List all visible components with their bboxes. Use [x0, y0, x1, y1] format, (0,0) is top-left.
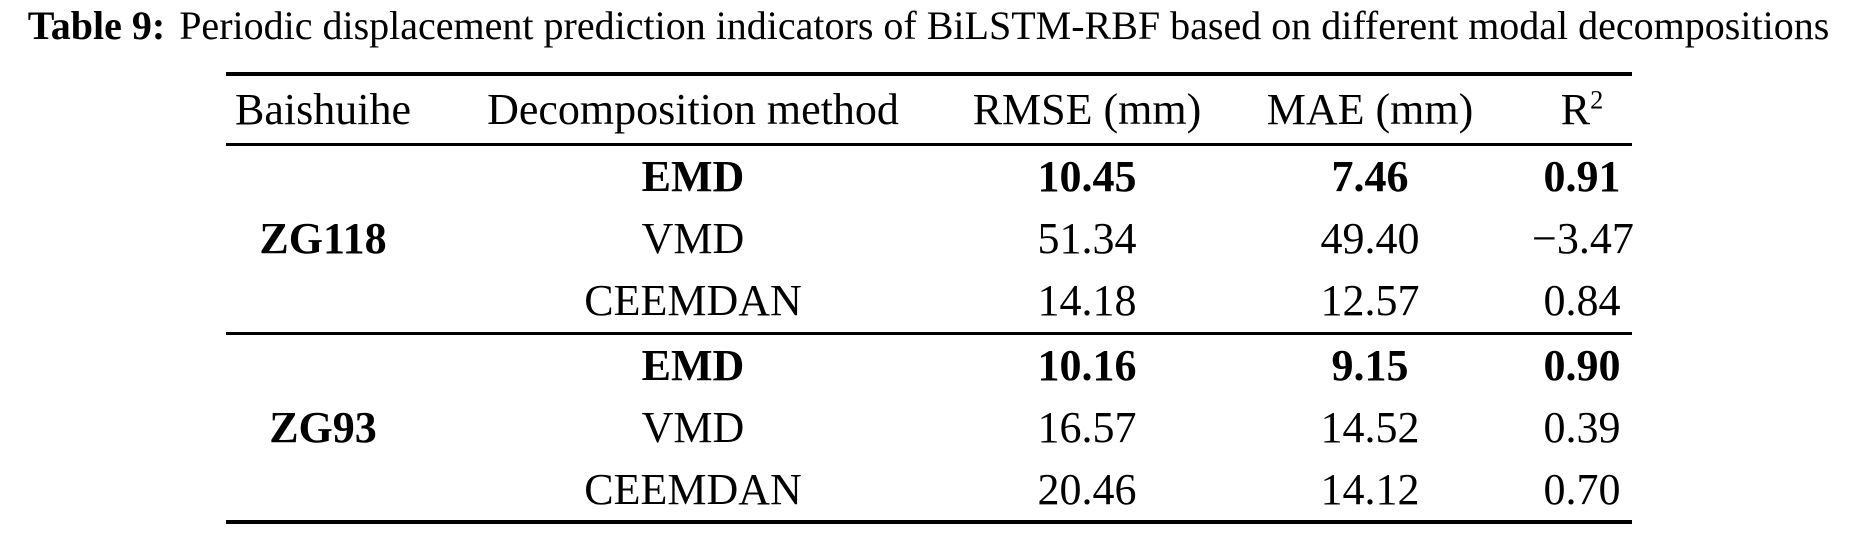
group-zg93: ZG93 EMD 10.16 9.15 0.90 VMD 16.57 14.52… [226, 331, 1632, 522]
table-row: ZG93 EMD 10.16 9.15 0.90 [226, 331, 1632, 522]
r2-base: R [1560, 84, 1591, 134]
header-row: Baishuihe Decomposition method RMSE (mm)… [226, 74, 1632, 146]
method-cell: EMD [641, 151, 745, 201]
method-cell: EMD [420, 331, 966, 396]
table-caption-label: Table 9: [27, 3, 166, 48]
site-cell: ZG93 [226, 331, 420, 522]
r2-cell: −3.47 [1532, 214, 1634, 263]
mae-cell: 12.57 [1320, 276, 1420, 326]
method-cell: CEEMDAN [584, 276, 802, 326]
table-row: CEEMDAN 14.18 12.57 0.84 [226, 270, 1632, 333]
r2-cell: 0.91 [1543, 151, 1621, 201]
method-cell: VMD [641, 403, 745, 452]
mae-cell: 9.15 [1208, 331, 1532, 396]
r2-cell: 0.90 [1532, 331, 1632, 396]
col-header-rmse: RMSE (mm) [966, 74, 1208, 146]
table-row: ZG118 EMD 10.45 7.46 0.91 [226, 144, 1632, 263]
site-cell: ZG118 [259, 214, 387, 263]
rmse-cell: 16.57 [1037, 403, 1137, 452]
mae-cell: 7.46 [1331, 151, 1409, 201]
table-caption-text: Periodic displacement prediction indicat… [179, 3, 1830, 48]
rmse-cell: 20.46 [1037, 465, 1137, 514]
rmse-cell: 10.16 [966, 331, 1208, 396]
group-zg118: ZG118 EMD 10.45 7.46 0.91 VMD 51.34 49.4… [226, 144, 1634, 333]
col-header-mae: MAE (mm) [1208, 74, 1532, 146]
table-row: VMD 16.57 14.52 0.39 [226, 396, 1632, 459]
table-row: VMD 51.34 49.40 −3.47 [226, 207, 1634, 270]
mae-cell: 14.12 [1320, 465, 1420, 514]
col-header-method: Decomposition method [420, 74, 966, 146]
method-cell: VMD [641, 214, 745, 263]
rmse-cell: 10.45 [1037, 151, 1137, 201]
table-caption: Table 9: Periodic displacement prediction… [0, 0, 1857, 52]
rmse-cell: 14.18 [1037, 276, 1137, 326]
r2-superscript: 2 [1590, 84, 1604, 115]
r2-cell: 0.70 [1543, 465, 1621, 514]
method-cell: CEEMDAN [584, 465, 802, 514]
table-row: CEEMDAN 20.46 14.12 0.70 [226, 459, 1632, 522]
rmse-cell: 51.34 [1037, 214, 1137, 263]
col-header-r2: R2 [1532, 74, 1632, 146]
r2-cell: 0.39 [1543, 403, 1621, 452]
results-table: Baishuihe Decomposition method RMSE (mm)… [226, 72, 1634, 524]
r2-cell: 0.84 [1543, 276, 1621, 326]
table-header: Baishuihe Decomposition method RMSE (mm)… [226, 74, 1632, 146]
mae-cell: 49.40 [1320, 214, 1420, 263]
mae-cell: 14.52 [1320, 403, 1420, 452]
col-header-site: Baishuihe [226, 74, 420, 146]
